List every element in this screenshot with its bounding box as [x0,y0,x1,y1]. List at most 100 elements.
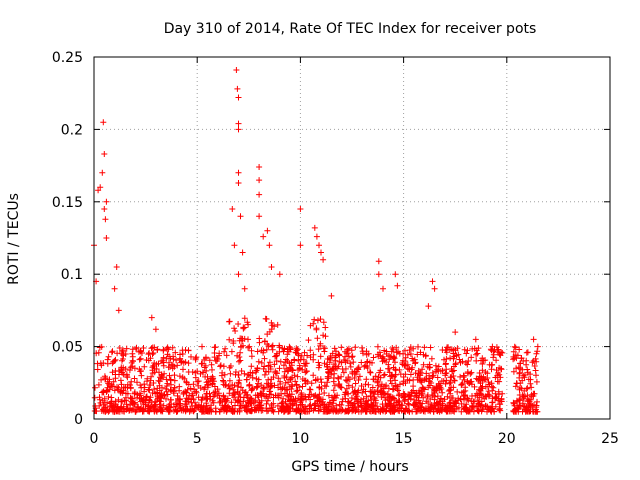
data-point [285,393,292,400]
data-point [237,402,244,409]
data-point [316,242,322,249]
data-point [136,366,143,373]
data-point [406,366,413,373]
data-point [128,398,135,405]
data-point [427,404,434,411]
data-point [464,361,471,368]
data-point [380,372,387,379]
data-point [442,361,449,368]
data-point [517,360,524,367]
data-point [101,373,108,380]
data-point [321,390,328,396]
data-point [249,370,256,377]
data-point [96,344,103,351]
data-point [333,348,339,355]
data-point [131,375,138,382]
data-point [443,377,450,384]
data-point [450,373,457,379]
data-point [406,347,413,354]
data-point [287,400,294,407]
data-point [248,353,255,360]
data-point [412,370,419,377]
data-point [474,407,481,414]
data-point [320,345,327,352]
data-point [231,325,238,332]
data-point [297,206,304,212]
data-point [471,345,478,352]
data-point [336,358,343,365]
data-point [245,371,252,378]
data-point [252,397,259,404]
data-point [244,391,251,398]
data-point [320,319,327,326]
data-point [231,242,238,249]
data-point [180,406,187,413]
data-point [235,169,242,176]
x-tick-label: 25 [601,431,619,447]
data-point [156,378,163,385]
data-points [91,67,541,415]
data-point [358,383,365,389]
data-point [461,376,468,383]
data-point [171,377,178,384]
data-point [412,360,419,367]
data-point [484,408,490,415]
data-point [167,397,174,403]
data-point [406,408,413,415]
data-point [226,318,233,325]
data-point [276,271,283,278]
data-point [227,363,234,369]
data-point [119,398,126,405]
data-point [255,376,262,383]
data-point [527,371,534,378]
data-point [117,388,124,395]
data-point [327,354,334,361]
data-point [235,94,242,101]
data-point [338,344,345,351]
data-point [183,378,190,385]
data-point [189,392,196,399]
data-point [488,380,495,387]
data-point [317,316,324,323]
data-point [479,361,486,367]
data-point [336,382,343,389]
data-point [375,271,382,278]
data-point [447,379,454,386]
data-point [112,367,119,374]
data-point [326,408,333,415]
data-point [193,389,200,396]
data-point [497,401,504,408]
data-point [400,394,407,401]
data-point [159,408,166,415]
data-point [310,356,317,363]
data-point [350,389,357,396]
data-point [149,351,156,358]
data-point [307,322,314,329]
data-point [168,381,174,388]
data-point [484,370,491,377]
data-point [321,401,328,408]
data-point [174,362,181,369]
data-point [109,369,116,376]
data-point [406,401,412,408]
data-point [139,350,145,356]
data-point [371,395,378,402]
data-point [103,198,110,205]
data-point [339,398,346,405]
data-point [101,151,108,157]
data-point [234,352,241,359]
data-point [161,392,168,399]
data-point [92,384,98,391]
data-point [199,396,205,403]
data-point [164,391,171,398]
data-point [397,371,404,378]
data-point [258,382,265,389]
data-point [519,400,526,407]
data-point [412,401,419,408]
y-tick-label: 0.1 [61,267,83,283]
data-point [419,366,426,373]
data-point [534,398,540,405]
data-point [431,388,438,395]
y-tick-label: 0.2 [61,122,83,138]
data-point [351,368,358,375]
